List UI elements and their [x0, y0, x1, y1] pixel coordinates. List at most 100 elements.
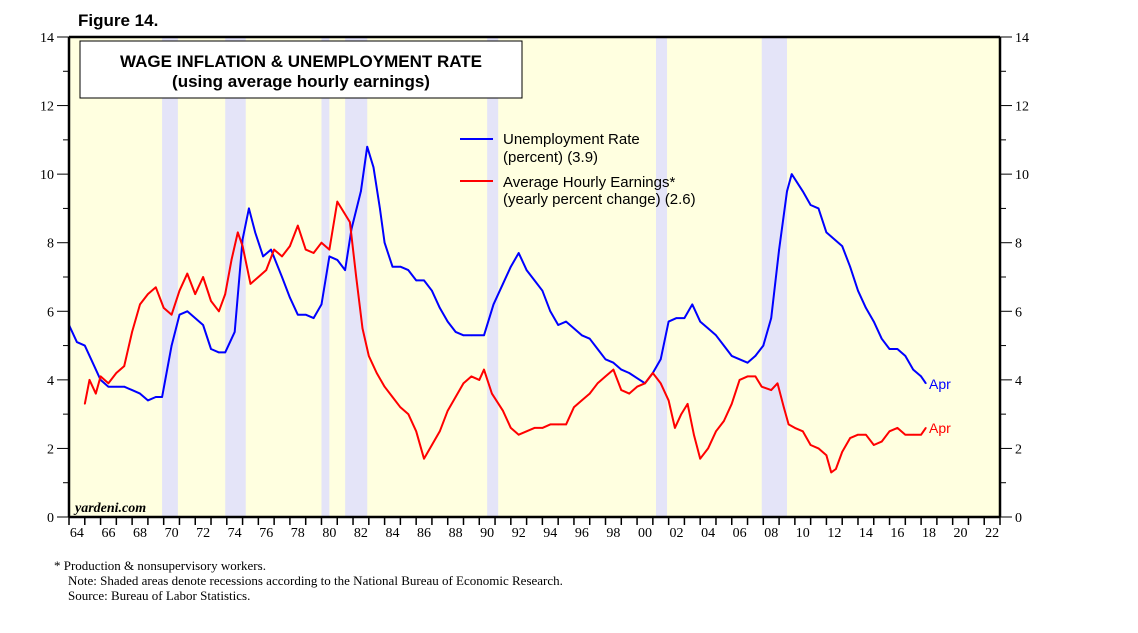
data-point	[794, 427, 796, 429]
data-point	[730, 403, 733, 405]
data-point	[383, 385, 386, 388]
data-point	[248, 207, 250, 210]
data-point	[202, 276, 204, 278]
footnote: * Production & nonsupervisory workers.	[54, 558, 266, 573]
data-point	[186, 272, 189, 275]
data-point	[312, 252, 315, 254]
x-tick-label: 02	[670, 526, 684, 541]
data-point	[154, 286, 157, 289]
data-point	[431, 289, 433, 292]
data-point	[254, 231, 256, 234]
data-point	[835, 468, 837, 470]
figure-label: Figure 14.	[78, 11, 158, 30]
data-point	[770, 389, 772, 391]
data-point	[368, 355, 370, 357]
data-point	[612, 361, 615, 364]
y-tick-label-right: 4	[1015, 374, 1022, 389]
y-tick-label-right: 10	[1015, 168, 1029, 183]
data-point	[439, 307, 441, 309]
data-point	[281, 255, 283, 258]
data-point	[170, 313, 173, 316]
y-tick-label-left: 0	[47, 511, 54, 526]
y-tick-label-left: 14	[40, 31, 54, 46]
data-point	[872, 320, 875, 323]
data-point	[446, 320, 449, 323]
data-point	[289, 296, 291, 299]
x-tick-label: 10	[796, 526, 810, 541]
data-point	[462, 334, 465, 337]
data-point	[233, 331, 236, 333]
x-tick-label: 70	[165, 526, 179, 541]
data-point	[491, 392, 493, 395]
x-tick-label: 22	[985, 526, 999, 541]
data-point	[517, 252, 520, 254]
data-point	[825, 454, 828, 457]
legend: Unemployment Rate (percent) (3.9) Averag…	[460, 131, 696, 208]
x-tick-label: 12	[827, 526, 841, 541]
data-point	[241, 245, 244, 247]
data-point	[366, 145, 369, 148]
data-point	[596, 348, 599, 350]
y-tick-label-left: 2	[47, 442, 54, 457]
data-point	[596, 382, 599, 385]
data-point	[170, 344, 173, 347]
data-point	[241, 238, 244, 241]
data-point	[415, 279, 417, 282]
data-point	[123, 365, 126, 367]
data-point	[349, 221, 351, 223]
data-point	[336, 200, 339, 203]
data-point	[786, 190, 788, 193]
data-point	[492, 303, 495, 306]
recession-band	[761, 37, 787, 517]
data-point	[659, 382, 662, 385]
data-point	[470, 334, 473, 337]
data-point	[715, 334, 717, 337]
data-point	[224, 351, 227, 354]
notes: * Production & nonsupervisory workers. N…	[54, 558, 563, 603]
data-point	[462, 382, 465, 385]
data-point	[628, 392, 630, 395]
data-point	[912, 433, 915, 436]
data-point	[218, 310, 220, 313]
data-point	[644, 382, 646, 385]
data-point	[573, 406, 575, 409]
data-point	[549, 423, 552, 426]
data-point	[249, 283, 252, 285]
data-point	[849, 437, 851, 439]
x-tick-label: 72	[196, 526, 210, 541]
x-tick-label: 76	[259, 526, 273, 541]
end-label-earnings: Apr	[929, 420, 951, 436]
data-point	[194, 293, 197, 295]
x-tick-label: 06	[733, 526, 747, 541]
recession-band	[225, 37, 246, 517]
data-point	[746, 375, 749, 378]
data-point	[880, 337, 883, 340]
data-point	[925, 382, 927, 385]
data-point	[483, 368, 485, 371]
data-point	[588, 337, 591, 340]
data-point	[162, 307, 165, 309]
data-point	[565, 423, 567, 426]
data-point	[423, 457, 425, 460]
data-point	[115, 385, 118, 388]
data-point	[699, 320, 701, 323]
data-point	[178, 289, 181, 292]
data-point	[604, 375, 607, 378]
x-tick-label: 66	[101, 526, 115, 541]
data-point	[787, 423, 790, 426]
x-tick-label: 14	[859, 526, 873, 541]
x-tick-label: 92	[512, 526, 526, 541]
data-point	[273, 248, 275, 251]
data-point	[83, 344, 86, 347]
data-point	[218, 351, 220, 354]
data-point	[707, 447, 709, 450]
data-point	[628, 372, 630, 374]
data-point	[801, 190, 804, 193]
data-point	[262, 255, 264, 258]
data-point	[801, 430, 804, 433]
legend-unemployment-line1: Unemployment Rate	[503, 131, 640, 148]
data-point	[620, 389, 623, 391]
data-point	[99, 375, 102, 378]
data-point	[730, 355, 733, 357]
